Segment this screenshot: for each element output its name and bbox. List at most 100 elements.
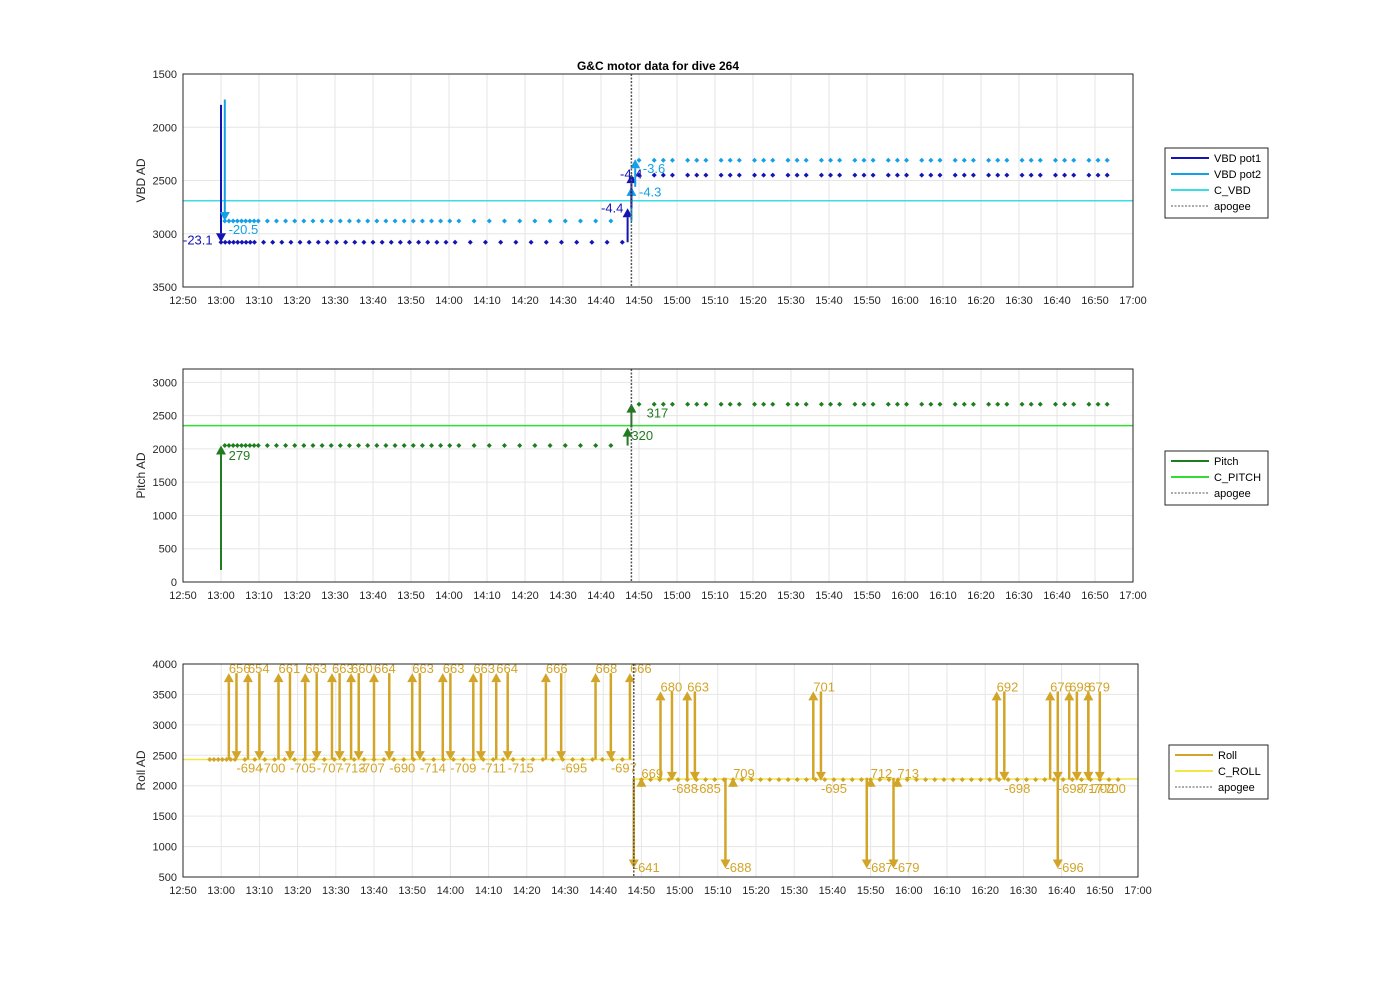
data-label: -688 [725,860,751,875]
vbd-pot2-point [919,157,925,163]
roll-up-10-head [491,673,502,683]
pitch-point [1086,401,1092,407]
x-tick-label: 13:00 [207,295,235,307]
x-tick-label: 16:00 [891,590,919,602]
roll-down-0-head [231,751,242,761]
vbd-pot1-point [574,239,580,245]
vbd-pot2-point [828,157,834,163]
vbd-pot2-point [593,218,599,224]
data-label: 666 [630,661,652,676]
vbd-pot1-point [1004,172,1010,178]
roll-up-11-head [540,673,551,683]
pitch-point [374,443,380,449]
vbd-pot2-point [374,218,380,224]
vbd-pot2-point [501,218,507,224]
roll-down-17-head [815,771,826,781]
vbd-pot2-point [904,157,910,163]
x-tick-label: 13:40 [359,590,387,602]
pitch-point [995,401,1001,407]
data-label: -679 [894,860,920,875]
vbd-pot1-point [482,239,488,245]
x-tick-label: 14:50 [628,885,656,897]
vbd-pot1-point [343,239,349,245]
vbd-pot1-point [425,239,431,245]
roll-point [282,757,288,763]
x-tick-label: 16:30 [1010,885,1038,897]
roll-point [1042,777,1048,783]
roll-up-14-head [636,777,647,787]
vbd-pot1-point [952,172,958,178]
vbd-pot2-point [456,218,462,224]
data-label: 663 [687,679,709,694]
vbd-pot1-point [660,172,666,178]
y-tick-label: 2500 [153,411,177,423]
vbd-pot1-point [239,239,245,245]
roll-down-7-head [414,751,425,761]
vbd-pot2-point [669,157,675,163]
vbd-pot2-point [447,218,453,224]
vbd-pot2-point [937,157,943,163]
pitch-point [319,443,325,449]
data-label: 663 [412,661,434,676]
data-label: 656 [229,661,251,676]
roll-point [794,777,800,783]
pitch-point [222,443,228,449]
data-label: 663 [473,661,495,676]
pitch-point [752,401,758,407]
data-label: 679 [1088,679,1110,694]
roll-point [758,777,764,783]
pitch-point [255,443,261,449]
vbd-pot2-point [1062,157,1068,163]
y-tick-label: 4000 [153,659,177,671]
x-tick-label: 16:50 [1086,885,1114,897]
roll-down-3-head [311,751,322,761]
pitch-point [1052,401,1058,407]
y-tick-label: 2000 [153,444,177,456]
vbd-pot1-point [1019,172,1025,178]
pitch-point [264,443,270,449]
vbd-pot1-point [467,239,473,245]
roll-down-18-head [861,859,872,869]
pitch-point [562,443,568,449]
vbd-pot1-point [803,172,809,178]
x-tick-label: 14:10 [473,590,501,602]
roll-down-10-head [502,751,513,761]
x-tick-label: 15:50 [853,590,881,602]
legend-entry: VBD pot2 [1214,169,1261,181]
data-label: -695 [821,781,847,796]
x-tick-label: 15:20 [739,295,767,307]
data-label: 668 [596,661,618,676]
vbd-pot1-point [894,172,900,178]
pitch-point [794,401,800,407]
x-tick-label: 14:30 [549,590,577,602]
pitch-point [1071,401,1077,407]
vbd-pot1-point [752,172,758,178]
roll-down-1-head [254,751,265,761]
pitch-point [273,443,279,449]
vbd-pot2-point [577,218,583,224]
data-label: -711 [481,760,506,775]
vbd-pot1-point [669,172,675,178]
vbd-pot2-point [234,218,240,224]
data-label: -698 [1058,781,1084,796]
x-tick-label: 15:30 [780,885,808,897]
roll-point [913,777,919,783]
roll-up-5-head [346,673,357,683]
pitch-point [517,443,523,449]
x-tick-label: 15:40 [819,885,847,897]
x-tick-label: 14:40 [587,295,615,307]
roll-point [987,777,993,783]
pitch-point [419,443,425,449]
roll-point [599,757,605,763]
x-tick-label: 13:30 [321,590,349,602]
pitch-point [251,443,257,449]
vbd-pot1-point [694,172,700,178]
pitch-point [310,443,316,449]
vbd-pot2-point [1052,157,1058,163]
x-tick-label: 15:40 [815,295,843,307]
vbd-pot2-point [995,157,1001,163]
data-label: 713 [897,766,919,781]
roll-point [570,757,576,763]
x-tick-label: 14:00 [435,295,463,307]
